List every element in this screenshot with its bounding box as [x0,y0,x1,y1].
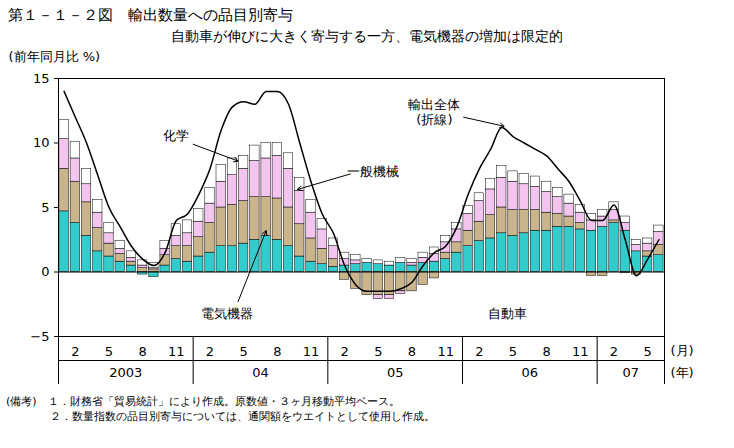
svg-text:(月): (月) [671,343,694,358]
svg-text:自動車: 自動車 [488,306,527,321]
svg-text:11: 11 [303,344,320,359]
svg-text:輸出全体(折線): 輸出全体(折線) [408,97,460,127]
svg-text:5: 5 [41,200,49,215]
svg-text:2: 2 [206,344,214,359]
svg-text:15: 15 [33,71,50,86]
html-text:第１－１－２図 輸出数量への品目別寄与: 第１－１－２図 輸出数量への品目別寄与 [8,6,293,24]
svg-text:8: 8 [139,344,147,359]
svg-text:2: 2 [341,344,349,359]
svg-text:5: 5 [509,344,517,359]
svg-text:8: 8 [408,344,416,359]
svg-text:11: 11 [572,344,589,359]
svg-text:8: 8 [273,344,281,359]
svg-text:0: 0 [41,264,49,279]
svg-text:5: 5 [105,344,113,359]
svg-text:05: 05 [387,365,404,380]
svg-text:2: 2 [610,344,618,359]
svg-text:2003: 2003 [109,365,142,380]
html-text:(備考) １．財務省「貿易統計」により作成。原数値・３ヶ月移: (備考) １．財務省「貿易統計」により作成。原数値・３ヶ月移動平均ベース。 [6,395,400,408]
svg-text:5: 5 [374,344,382,359]
svg-text:10: 10 [33,135,50,150]
svg-text:11: 11 [437,344,454,359]
svg-text:11: 11 [168,344,185,359]
svg-text:5: 5 [240,344,248,359]
svg-text:2: 2 [475,344,483,359]
svg-text:06: 06 [522,365,539,380]
svg-text:(前年同月比 %): (前年同月比 %) [9,49,101,64]
svg-text:2: 2 [71,344,79,359]
svg-text:化学: 化学 [163,128,189,143]
html-text:２．数量指数の品目別寄与については、通関額をウエイトとして使: ２．数量指数の品目別寄与については、通関額をウエイトとして使用し作成。 [6,410,435,423]
svg-text:一般機械: 一般機械 [347,164,399,179]
svg-text:−5: −5 [30,329,49,344]
svg-text:(年): (年) [671,365,694,380]
svg-text:8: 8 [543,344,551,359]
svg-text:電気機器: 電気機器 [201,306,253,321]
svg-text:07: 07 [623,365,640,380]
svg-text:5: 5 [644,344,652,359]
svg-text:04: 04 [252,365,269,380]
html-text:自動車が伸びに大きく寄与する一方、電気機器の増加は限定的: 自動車が伸びに大きく寄与する一方、電気機器の増加は限定的 [171,28,563,44]
